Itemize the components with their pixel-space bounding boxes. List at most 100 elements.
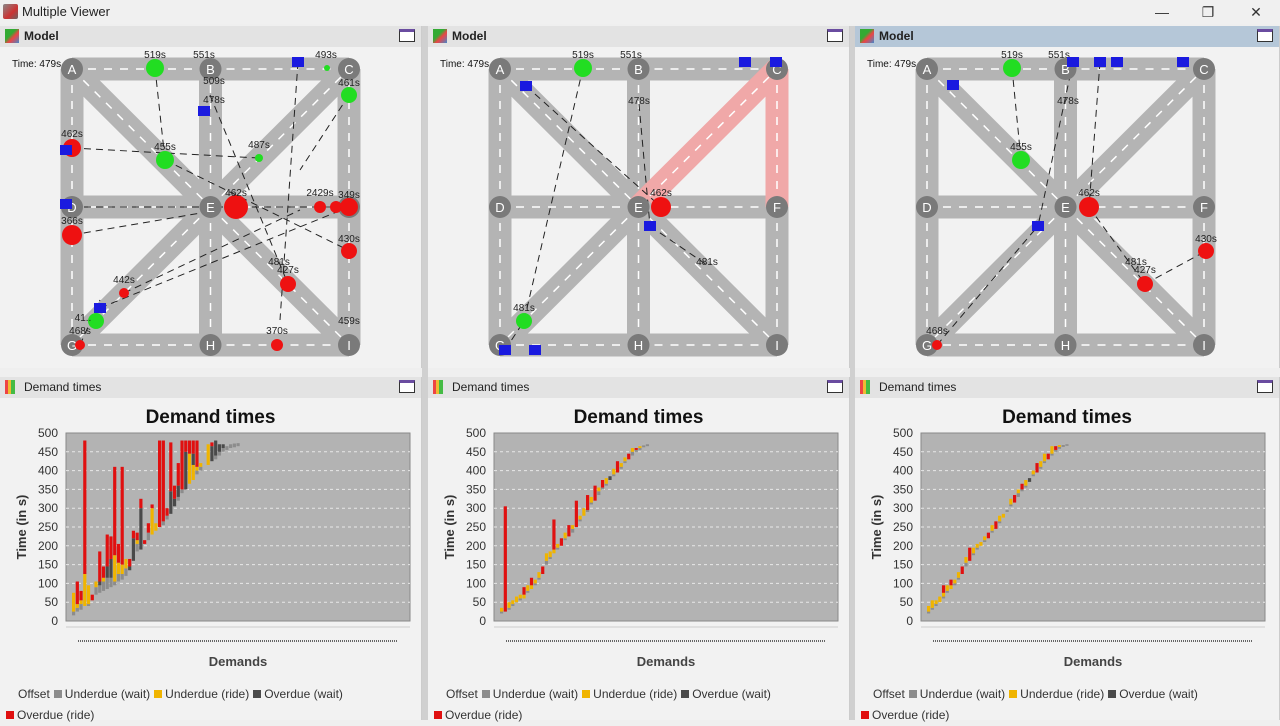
bar-segment-underdue-ride bbox=[135, 540, 139, 544]
vehicle-icon[interactable] bbox=[1094, 57, 1106, 67]
vehicle-icon[interactable] bbox=[292, 57, 304, 67]
vehicle-icon[interactable] bbox=[1177, 57, 1189, 67]
dropoff-marker[interactable] bbox=[340, 198, 358, 216]
restore-button[interactable]: ❐ bbox=[1201, 4, 1215, 20]
bar-segment-underdue-ride bbox=[934, 600, 938, 605]
vehicle-icon[interactable] bbox=[739, 57, 751, 67]
node-c[interactable] bbox=[338, 58, 360, 80]
dropoff-marker[interactable] bbox=[75, 340, 85, 350]
maximize-button[interactable] bbox=[827, 380, 843, 393]
model-panel-header[interactable]: Model bbox=[0, 26, 421, 47]
dropoff-marker[interactable] bbox=[280, 276, 296, 292]
node-c[interactable] bbox=[1193, 58, 1215, 80]
lane-marking bbox=[637, 68, 778, 208]
chart-panel-header[interactable]: Demand times bbox=[428, 377, 849, 398]
dropoff-marker[interactable] bbox=[119, 288, 129, 298]
node-b[interactable] bbox=[199, 58, 222, 80]
vehicle-icon[interactable] bbox=[60, 199, 72, 209]
node-a[interactable] bbox=[61, 58, 83, 80]
minimize-button[interactable]: — bbox=[1155, 4, 1169, 20]
maximize-button[interactable] bbox=[827, 29, 843, 42]
dropoff-marker[interactable] bbox=[62, 225, 82, 245]
dropoff-marker[interactable] bbox=[314, 201, 326, 213]
node-h[interactable] bbox=[627, 334, 650, 356]
vehicle-icon[interactable] bbox=[770, 57, 782, 67]
demand-time-label: 442s bbox=[113, 275, 135, 286]
dropoff-marker[interactable] bbox=[271, 339, 283, 351]
node-i[interactable] bbox=[338, 334, 360, 356]
node-b[interactable] bbox=[627, 58, 650, 80]
model-panel-header[interactable]: Model bbox=[855, 26, 1279, 47]
node-g[interactable] bbox=[61, 334, 83, 356]
dropoff-marker[interactable] bbox=[224, 195, 248, 219]
demand-times-chart: 0 50 100 150 200 250 300 350 400 450 500 Demands Tim… bbox=[442, 426, 839, 669]
node-a[interactable] bbox=[489, 58, 511, 80]
bar-chart-icon bbox=[433, 380, 443, 394]
pickup-marker[interactable] bbox=[88, 313, 104, 329]
dropoff-marker[interactable] bbox=[330, 201, 342, 213]
node-d[interactable] bbox=[489, 196, 511, 218]
pickup-marker[interactable] bbox=[574, 59, 592, 77]
vehicle-icon[interactable] bbox=[60, 145, 72, 155]
pickup-marker[interactable] bbox=[255, 154, 263, 162]
pickup-marker[interactable] bbox=[156, 151, 174, 169]
dropoff-marker[interactable] bbox=[1079, 197, 1099, 217]
bar-segment-underdue-wait bbox=[229, 444, 233, 449]
pickup-marker[interactable] bbox=[1003, 59, 1021, 77]
demand-time-label: 462s bbox=[1078, 188, 1100, 199]
dropoff-marker[interactable] bbox=[1198, 243, 1214, 259]
pickup-marker[interactable] bbox=[516, 313, 532, 329]
chart-panel-header[interactable]: Demand times bbox=[0, 377, 421, 398]
vehicle-icon[interactable] bbox=[1067, 57, 1079, 67]
maximize-button[interactable] bbox=[1257, 29, 1273, 42]
dropoff-marker[interactable] bbox=[341, 243, 357, 259]
vehicle-icon[interactable] bbox=[947, 80, 959, 90]
node-a[interactable] bbox=[916, 58, 938, 80]
maximize-button[interactable] bbox=[399, 29, 415, 42]
node-i[interactable] bbox=[766, 334, 788, 356]
node-e[interactable] bbox=[1054, 196, 1077, 218]
vehicle-icon[interactable] bbox=[644, 221, 656, 231]
node-g[interactable] bbox=[916, 334, 938, 356]
splitter[interactable] bbox=[850, 26, 855, 720]
close-button[interactable]: ✕ bbox=[1250, 4, 1262, 20]
chart-panel-header[interactable]: Demand times bbox=[855, 377, 1279, 398]
model-panel-header[interactable]: Model bbox=[428, 26, 849, 47]
pickup-marker[interactable] bbox=[1012, 151, 1030, 169]
bar-segment-overdue-ride bbox=[941, 585, 946, 593]
vehicle-icon[interactable] bbox=[1032, 221, 1044, 231]
bar-segment-overdue-ride bbox=[105, 534, 109, 567]
vehicle-icon[interactable] bbox=[94, 303, 106, 313]
node-f[interactable] bbox=[1193, 196, 1215, 218]
bar-segment-underdue-wait bbox=[165, 515, 169, 520]
node-f[interactable] bbox=[766, 196, 788, 218]
y-tick-label: 100 bbox=[466, 576, 486, 590]
maximize-button[interactable] bbox=[399, 380, 415, 393]
y-tick-label: 450 bbox=[893, 445, 913, 459]
pickup-marker[interactable] bbox=[341, 87, 357, 103]
maximize-button[interactable] bbox=[1257, 380, 1273, 393]
splitter[interactable] bbox=[422, 26, 428, 720]
dropoff-marker[interactable] bbox=[932, 340, 942, 350]
node-h[interactable] bbox=[199, 334, 222, 356]
node-h[interactable] bbox=[1054, 334, 1077, 356]
node-e[interactable] bbox=[199, 196, 222, 218]
node-e[interactable] bbox=[627, 196, 650, 218]
vehicle-icon[interactable] bbox=[1111, 57, 1123, 67]
vehicle-icon[interactable] bbox=[198, 106, 210, 116]
vehicle-icon[interactable] bbox=[499, 345, 511, 355]
vehicle-icon[interactable] bbox=[520, 81, 532, 91]
node-i[interactable] bbox=[1193, 334, 1215, 356]
assignment-line bbox=[1037, 61, 1074, 227]
pickup-marker[interactable] bbox=[146, 59, 164, 77]
vehicle-icon[interactable] bbox=[529, 345, 541, 355]
bar-segment-underdue-wait bbox=[1009, 504, 1013, 507]
bar-segment-underdue-wait bbox=[604, 483, 608, 486]
x-axis-label: Demands bbox=[209, 654, 268, 669]
dropoff-marker[interactable] bbox=[1137, 276, 1153, 292]
pickup-marker[interactable] bbox=[324, 65, 330, 71]
y-tick-label: 300 bbox=[893, 501, 913, 515]
dropoff-marker[interactable] bbox=[651, 197, 671, 217]
bar-segment-underdue-wait bbox=[101, 581, 106, 591]
node-d[interactable] bbox=[916, 196, 938, 218]
